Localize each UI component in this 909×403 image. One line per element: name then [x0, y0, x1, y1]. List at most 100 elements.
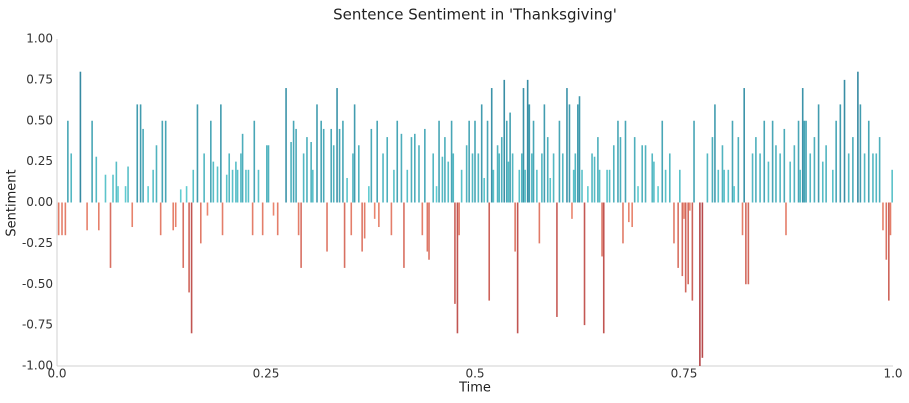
y-tick-label: -0.75 [22, 318, 53, 332]
bar [338, 128, 341, 203]
bar [382, 153, 384, 203]
bar [297, 202, 300, 236]
bar [872, 153, 874, 203]
x-tick-label: 0.0 [47, 367, 66, 381]
bar [612, 145, 615, 203]
bar [801, 88, 804, 203]
bar [241, 133, 244, 203]
bar [400, 133, 403, 203]
bar [631, 202, 633, 228]
bar [257, 169, 260, 203]
bar [378, 202, 380, 228]
bar [468, 120, 470, 203]
bar [885, 202, 888, 260]
bar [558, 120, 561, 203]
bar [95, 156, 98, 203]
y-tick-label: 0.50 [26, 113, 53, 127]
bar [687, 202, 689, 285]
bar [706, 153, 709, 203]
bar [683, 202, 685, 219]
bar [421, 202, 424, 236]
bar [302, 153, 305, 203]
bar [393, 169, 395, 203]
bar [342, 120, 344, 203]
x-axis-label: Time [458, 381, 491, 396]
bar [136, 104, 139, 203]
bar [61, 202, 63, 236]
bar [164, 120, 167, 203]
bar [216, 166, 219, 203]
bar [361, 202, 363, 252]
bar [745, 202, 747, 285]
bar [878, 137, 881, 203]
bar [174, 202, 177, 228]
bar [543, 104, 546, 203]
bar [577, 104, 579, 203]
bar [797, 120, 800, 203]
bar [235, 161, 237, 203]
bar [799, 169, 802, 203]
bar [779, 153, 781, 203]
bar [743, 88, 745, 203]
bar [825, 145, 827, 203]
bar [190, 202, 193, 334]
bar [875, 153, 878, 203]
bar [142, 128, 144, 203]
bar [701, 202, 704, 358]
bar [414, 133, 416, 203]
bar [306, 137, 308, 203]
bar [863, 153, 866, 203]
bar [733, 186, 735, 203]
bar [474, 120, 476, 203]
bar [350, 202, 353, 236]
bar [373, 202, 376, 219]
bar [847, 153, 850, 203]
bar [681, 202, 684, 277]
bar [644, 145, 647, 203]
bar [272, 202, 275, 216]
bar [727, 169, 730, 203]
x-tick-label: 0.75 [671, 367, 698, 381]
bar [591, 153, 593, 203]
bar [424, 128, 426, 203]
bar [312, 169, 314, 203]
bar [124, 186, 127, 203]
bar [251, 202, 254, 236]
bar [199, 202, 202, 244]
bar [406, 169, 409, 203]
bar [737, 137, 740, 203]
bar [522, 88, 525, 203]
bar [516, 202, 519, 334]
bar [518, 169, 521, 203]
bar [835, 120, 837, 203]
bar [572, 169, 575, 203]
bar [426, 202, 429, 252]
bar [747, 202, 750, 285]
bar [117, 186, 119, 203]
bar [731, 120, 734, 203]
bar [91, 120, 93, 203]
bar [210, 120, 212, 203]
bar [231, 169, 234, 203]
bar [809, 153, 812, 203]
bar [751, 153, 754, 203]
bar [684, 202, 687, 293]
bar [541, 153, 543, 203]
bar [628, 202, 630, 223]
bar [859, 104, 862, 203]
bar [717, 169, 720, 203]
bar [805, 120, 807, 203]
bar [139, 104, 142, 203]
bar [789, 161, 791, 203]
bar [159, 202, 162, 236]
bar [668, 153, 671, 203]
bar [483, 177, 485, 203]
bar [225, 174, 228, 203]
bar [109, 202, 112, 268]
bar [619, 137, 622, 203]
bar [290, 142, 292, 203]
bar [182, 202, 185, 268]
bar [714, 104, 716, 203]
bar [505, 120, 508, 203]
